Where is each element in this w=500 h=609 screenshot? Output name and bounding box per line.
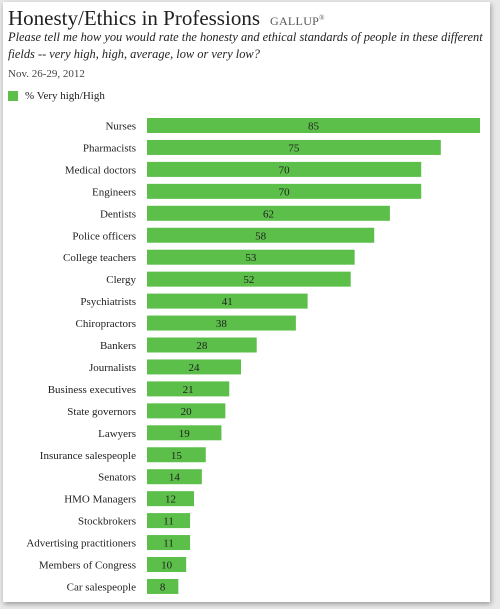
data-label: 24 [189, 362, 201, 374]
category-label: Pharmacists [83, 142, 136, 154]
data-label: 70 [279, 164, 291, 176]
title-row: Honesty/Ethics in Professions GALLUP® [8, 6, 325, 31]
legend-swatch [8, 91, 18, 101]
data-label: 41 [222, 296, 233, 308]
bar [147, 578, 179, 594]
bar [147, 359, 242, 375]
bar [147, 513, 191, 529]
category-label: Bankers [100, 340, 136, 352]
category-label: Psychiatrists [80, 296, 136, 308]
data-label: 53 [245, 252, 257, 264]
category-label: Clergy [106, 274, 136, 286]
bar [147, 249, 355, 265]
category-label: Stockbrokers [78, 516, 136, 528]
legend-label: % Very high/High [25, 90, 105, 102]
data-label: 28 [196, 340, 208, 352]
bar [147, 491, 195, 507]
bar [147, 205, 390, 221]
data-label: 14 [169, 472, 181, 484]
chart-card: Honesty/Ethics in Professions GALLUP® Pl… [3, 2, 490, 602]
bar [147, 315, 296, 331]
bar [147, 183, 422, 199]
data-label: 11 [163, 516, 174, 528]
data-label: 62 [263, 208, 274, 220]
bar [147, 337, 257, 353]
category-label: Business executives [48, 384, 136, 396]
category-label: Police officers [72, 230, 136, 242]
data-label: 70 [279, 186, 291, 198]
bar [147, 403, 226, 419]
data-label: 10 [161, 560, 173, 572]
survey-date: Nov. 26-29, 2012 [8, 68, 85, 80]
data-label: 12 [165, 494, 176, 506]
bar [147, 271, 351, 287]
category-label: Engineers [92, 186, 136, 198]
bar [147, 118, 480, 133]
category-label: HMO Managers [64, 494, 136, 506]
data-label: 21 [183, 384, 194, 396]
bar [147, 293, 308, 309]
survey-question: Please tell me how you would rate the ho… [8, 30, 483, 61]
data-label: 58 [255, 230, 267, 242]
data-label: 11 [163, 538, 174, 550]
bar [147, 139, 441, 155]
data-label: 85 [308, 121, 320, 133]
bar [147, 381, 230, 397]
category-label: State governors [67, 406, 136, 418]
bar [147, 425, 222, 441]
category-label: Chiropractors [76, 318, 136, 330]
bar [147, 447, 206, 463]
category-label: College teachers [63, 252, 136, 264]
brand-mark: ® [319, 14, 325, 22]
data-label: 8 [160, 581, 166, 593]
category-label: Senators [98, 472, 136, 484]
data-label: 52 [243, 274, 254, 286]
bar [147, 469, 202, 485]
category-label: Members of Congress [39, 560, 136, 572]
category-label: Journalists [89, 362, 136, 374]
brand-name: GALLUP [270, 14, 320, 28]
category-label: Insurance salespeople [40, 450, 136, 462]
category-label: Nurses [105, 121, 136, 133]
bar [147, 227, 375, 243]
data-label: 19 [179, 428, 191, 440]
data-label: 15 [171, 450, 183, 462]
category-label: Dentists [100, 208, 136, 220]
chart-title: Honesty/Ethics in Professions [8, 6, 260, 30]
category-label: Car salespeople [67, 581, 136, 593]
bar-chart: Nurses 85 Pharmacists 75 Medical doctors 70 En… [26, 118, 480, 594]
data-label: 38 [216, 318, 228, 330]
gallup-logo: GALLUP® [270, 14, 325, 28]
legend: % Very high/High [8, 90, 105, 102]
bar [147, 557, 187, 572]
bar [147, 161, 422, 177]
data-label: 20 [181, 406, 193, 418]
bar [147, 535, 191, 551]
category-label: Medical doctors [65, 164, 136, 176]
data-label: 75 [288, 142, 300, 154]
category-label: Advertising practitioners [26, 538, 136, 550]
category-label: Lawyers [98, 428, 136, 440]
